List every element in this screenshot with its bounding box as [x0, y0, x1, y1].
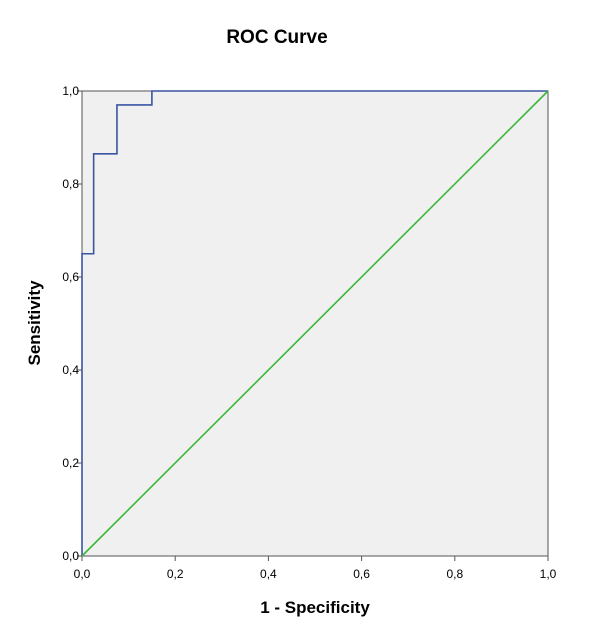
y-tick-label: 0,2 — [62, 456, 79, 470]
y-tick-label: 0,0 — [62, 549, 79, 563]
x-tick-label: 1,0 — [540, 567, 557, 581]
y-axis-label: Sensitivity — [25, 280, 44, 366]
y-tick-label: 0,4 — [62, 363, 79, 377]
x-tick-label: 0,8 — [446, 567, 463, 581]
x-tick-label: 0,0 — [74, 567, 91, 581]
chart-title: ROC Curve — [226, 27, 327, 48]
x-tick-label: 0,4 — [260, 567, 277, 581]
y-tick-label: 0,8 — [62, 177, 79, 191]
y-tick-label: 0,6 — [62, 270, 79, 284]
x-tick-label: 0,2 — [167, 567, 184, 581]
y-tick-label: 1,0 — [62, 84, 79, 98]
x-tick-label: 0,6 — [353, 567, 370, 581]
x-axis-label: 1 - Specificity — [260, 598, 370, 617]
